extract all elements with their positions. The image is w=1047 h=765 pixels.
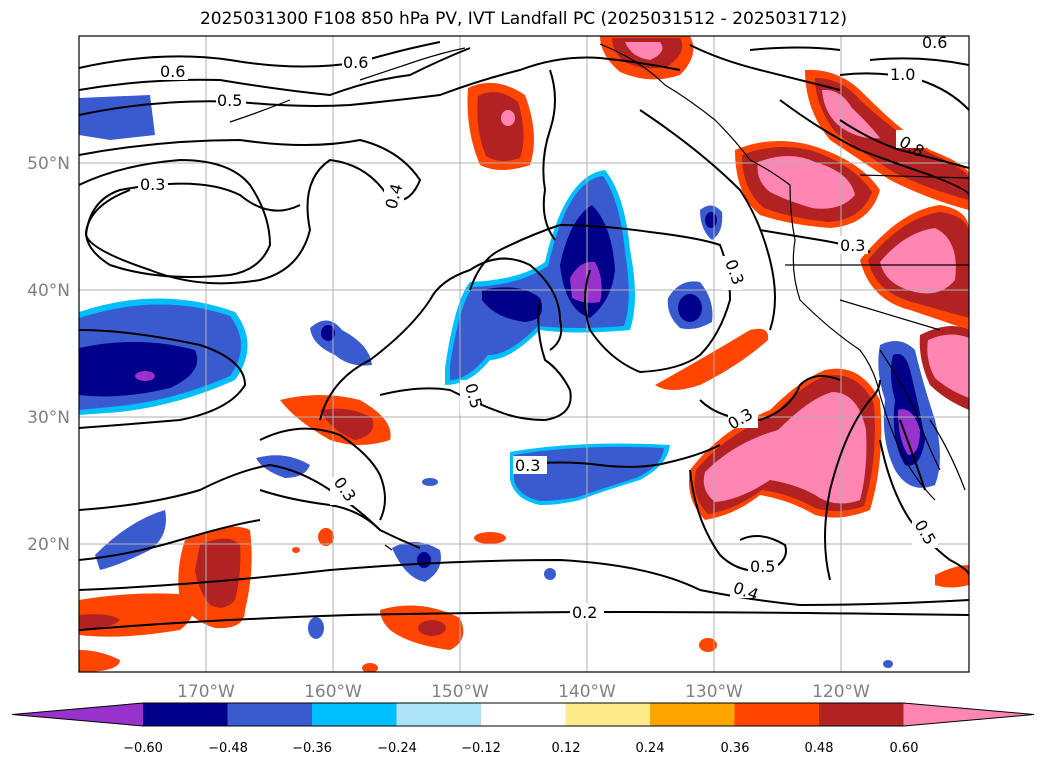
lon-tick-label: 160°W (304, 682, 362, 702)
lon-tick-label: 140°W (558, 682, 616, 702)
contour-label: 0.3 (840, 236, 865, 255)
colorbar-tick-label: 0.60 (890, 741, 919, 756)
lat-tick-label: 40°N (27, 281, 70, 301)
colorbar-tick-label: −0.60 (123, 741, 163, 756)
colorbar-tick-label: 0.48 (805, 741, 834, 756)
colorbar-tick-label: −0.24 (377, 741, 417, 756)
colorbar-tick-label: 0.24 (636, 741, 665, 756)
contour-label: 0.5 (217, 91, 242, 110)
contour-label: 1.0 (890, 65, 915, 84)
contour-label: 0.5 (750, 557, 775, 576)
colorbar-outline (11, 702, 1035, 727)
colorbar-segment (143, 703, 228, 726)
contour-label: 0.6 (160, 62, 185, 81)
lat-tick-label: 20°N (27, 535, 70, 555)
contour-label: 0.6 (343, 53, 368, 72)
colorbar-segment (903, 703, 1034, 726)
colorbar-tick-labels: −0.60 −0.48 −0.36 −0.24 −0.12 0.12 0.24 … (123, 741, 918, 756)
graticule (79, 36, 969, 672)
lon-tick-labels: 170°W 160°W 150°W 140°W 130°W 120°W (177, 682, 870, 702)
contour-label: 0.2 (572, 603, 597, 622)
lon-tick-label: 150°W (431, 682, 489, 702)
colorbar-segment (12, 703, 143, 726)
colorbar-segment (312, 703, 397, 726)
colorbar-segment (565, 703, 651, 726)
lon-tick-label: 130°W (685, 682, 743, 702)
colorbar-tick-label: −0.48 (208, 741, 248, 756)
pv-shading (79, 36, 969, 672)
map-frame (78, 35, 970, 673)
colorbar-tick-label: 0.36 (721, 741, 750, 756)
colorbar-segment (481, 703, 566, 726)
lat-tick-label: 50°N (27, 154, 70, 174)
colorbar-segment (734, 703, 820, 726)
colorbar-segment (227, 703, 313, 726)
contour-label: 0.3 (140, 175, 165, 194)
contour-label: 0.6 (922, 33, 947, 52)
colorbar-segment (396, 703, 482, 726)
colorbar-tick-label: 0.12 (552, 741, 581, 756)
lon-tick-label: 120°W (812, 682, 870, 702)
lat-tick-label: 30°N (27, 408, 70, 428)
colorbar-segment (819, 703, 904, 726)
lon-tick-label: 170°W (177, 682, 235, 702)
colorbar-segment (650, 703, 735, 726)
map-title: 2025031300 F108 850 hPa PV, IVT Landfall… (199, 9, 847, 29)
colorbar-tick-label: −0.12 (461, 741, 501, 756)
coastlines (229, 43, 969, 551)
contour-label: 0.3 (515, 456, 540, 475)
colorbar-tick-label: −0.36 (292, 741, 332, 756)
pv-contours (79, 41, 969, 631)
lat-tick-labels: 50°N 40°N 30°N 20°N (27, 154, 70, 555)
colorbar (11, 702, 1035, 727)
